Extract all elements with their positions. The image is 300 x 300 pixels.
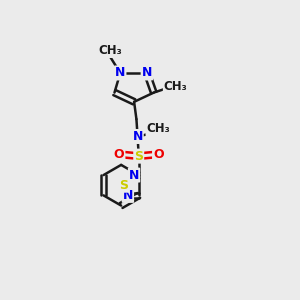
Text: S: S [134, 150, 143, 163]
Text: S: S [119, 179, 128, 192]
Text: N: N [132, 130, 143, 143]
Text: N: N [142, 67, 152, 80]
Text: O: O [153, 148, 164, 161]
Text: CH₃: CH₃ [146, 122, 170, 135]
Text: N: N [115, 67, 125, 80]
Text: CH₃: CH₃ [164, 80, 188, 93]
Text: N: N [123, 189, 133, 202]
Text: O: O [114, 148, 124, 161]
Text: N: N [129, 169, 139, 182]
Text: CH₃: CH₃ [98, 44, 122, 57]
